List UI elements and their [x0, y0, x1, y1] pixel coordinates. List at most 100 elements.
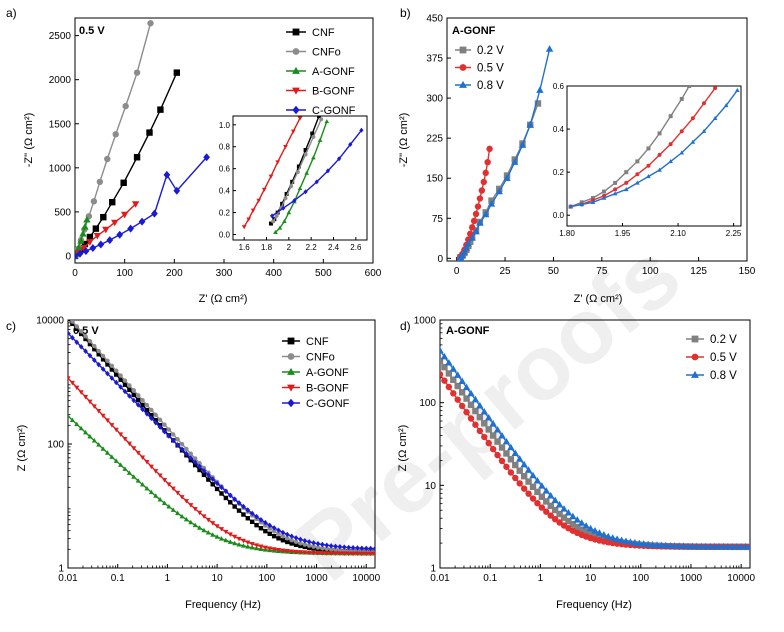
- x-tick-label: 1.6: [239, 243, 251, 252]
- c-gonf-point: [293, 535, 299, 541]
- a-gonf-point: [236, 541, 242, 547]
- c-gonf-point: [188, 455, 194, 461]
- 0-2-v-point: [458, 389, 466, 396]
- b-gonf-point: [315, 550, 321, 556]
- inset-b-gonf-point: [291, 129, 296, 134]
- 0-8-v-point: [613, 535, 621, 542]
- y-tick-label: 1500: [49, 119, 72, 130]
- y-tick-label: 0.4: [553, 125, 565, 134]
- c-gonf-point: [92, 357, 97, 363]
- b-gonf-point: [96, 409, 102, 414]
- 0-8-v-point: [582, 522, 590, 529]
- inset-cnf-point: [303, 148, 308, 153]
- inset-0-8-v-point: [623, 186, 629, 192]
- cnfo-point: [96, 348, 101, 354]
- 0-2-v-point: [534, 100, 542, 107]
- b-gonf-point: [188, 503, 194, 508]
- c-gonf-point: [219, 484, 224, 491]
- 0-8-v-point: [482, 210, 490, 218]
- panel-title: A-GONF: [446, 325, 490, 337]
- c-gonf-point: [324, 542, 330, 548]
- inset-c-gonf-point: [348, 142, 353, 148]
- inset-cnfo-point: [289, 184, 294, 189]
- 0-8-v-point: [569, 512, 577, 520]
- 0-2-v-point: [494, 438, 501, 445]
- cnf-point: [201, 472, 207, 478]
- x-tick-label: 0.1: [111, 573, 125, 584]
- 0-5-v-point: [538, 504, 546, 511]
- 0-2-v-point: [587, 530, 594, 538]
- inset-cnf-point: [296, 164, 301, 169]
- b-gonf-point: [306, 550, 312, 556]
- cnfo-point: [144, 402, 150, 408]
- 0-8-v-point: [476, 401, 484, 409]
- x-tick-label: 2.25: [726, 229, 742, 238]
- cnf-point: [228, 500, 233, 505]
- 0-8-v-point: [547, 491, 555, 499]
- c-gonf-point: [140, 406, 145, 413]
- 0-5-v-point: [472, 210, 480, 218]
- inset-b-gonf-point: [261, 187, 267, 192]
- x-tick-label: 1000: [305, 573, 328, 584]
- 0-8-v-point: [617, 536, 626, 544]
- inset-cnfo-point: [283, 196, 288, 201]
- b-gonf-point: [227, 532, 233, 537]
- inset-b-gonf-line: [243, 117, 301, 228]
- y-axis-label: Z (Ω cm²): [397, 425, 409, 472]
- c-gonf-point: [372, 545, 375, 552]
- y-tick-label: 375: [426, 54, 443, 65]
- 0-2-v-point: [551, 506, 559, 514]
- inset-a-gonf-point: [282, 218, 287, 224]
- 0-2-v-point: [467, 401, 475, 408]
- c-gonf-point: [127, 393, 132, 399]
- cnf-point: [105, 362, 110, 367]
- c-gonf-point: [87, 352, 93, 359]
- a-gonf-point: [201, 527, 207, 533]
- b-gonf-point: [359, 551, 365, 557]
- inset-0-2-v-point: [668, 114, 673, 119]
- cnf-point: [100, 357, 106, 362]
- inset-0-2-v-point: [624, 170, 629, 175]
- 0-8-v-point: [516, 455, 524, 462]
- 0-8-v-point: [524, 466, 533, 473]
- 0-5-v-point: [481, 433, 488, 441]
- cnfo-point: [127, 383, 132, 388]
- b-gonf-point: [113, 427, 119, 433]
- cnf-point: [78, 331, 84, 337]
- b-gonf-point: [83, 394, 89, 400]
- b-gonf-point: [135, 450, 141, 456]
- cnf-point: [241, 512, 246, 517]
- c-gonf-point: [96, 361, 102, 368]
- legend-0-8-v-label: 0.8 V: [710, 370, 737, 382]
- 0-5-v-point: [484, 158, 491, 166]
- 0-8-v-point: [591, 527, 599, 534]
- cnf-point: [70, 321, 75, 326]
- c-gonf-point: [153, 419, 159, 426]
- inset-0-2-v-point: [602, 189, 607, 194]
- 0-8-v-point: [472, 227, 480, 235]
- a-gonf-point: [157, 496, 163, 502]
- 0-5-v-point: [474, 203, 482, 210]
- inset-0-8-v-point: [668, 158, 673, 164]
- cnfo-point: [337, 548, 343, 553]
- cnf-point: [86, 233, 94, 241]
- panel-letter: c): [6, 319, 16, 333]
- a-gonf-point: [131, 474, 137, 479]
- inset-cnfo-point: [311, 134, 316, 139]
- cnfo-point: [135, 393, 141, 398]
- 0-5-v-point: [472, 421, 479, 428]
- a-gonf-point: [74, 421, 80, 427]
- inset-a-gonf-line: [274, 121, 328, 233]
- cnfo-point: [267, 526, 272, 531]
- c-gonf-point: [368, 545, 373, 552]
- 0-2-v-point: [574, 523, 581, 531]
- inset-b-gonf-point: [297, 116, 303, 121]
- 0-8-v-point: [468, 234, 476, 241]
- inset: 1.80 1.95 2.10 2.25 0.0 0.2 0.4 0.6: [553, 82, 742, 238]
- 0-5-v-point: [529, 495, 537, 502]
- c-gonf-point: [83, 348, 88, 354]
- 0-5-v-point: [463, 409, 470, 416]
- b-gonf-point: [80, 244, 88, 252]
- y-tick-label: 0.0: [553, 211, 565, 220]
